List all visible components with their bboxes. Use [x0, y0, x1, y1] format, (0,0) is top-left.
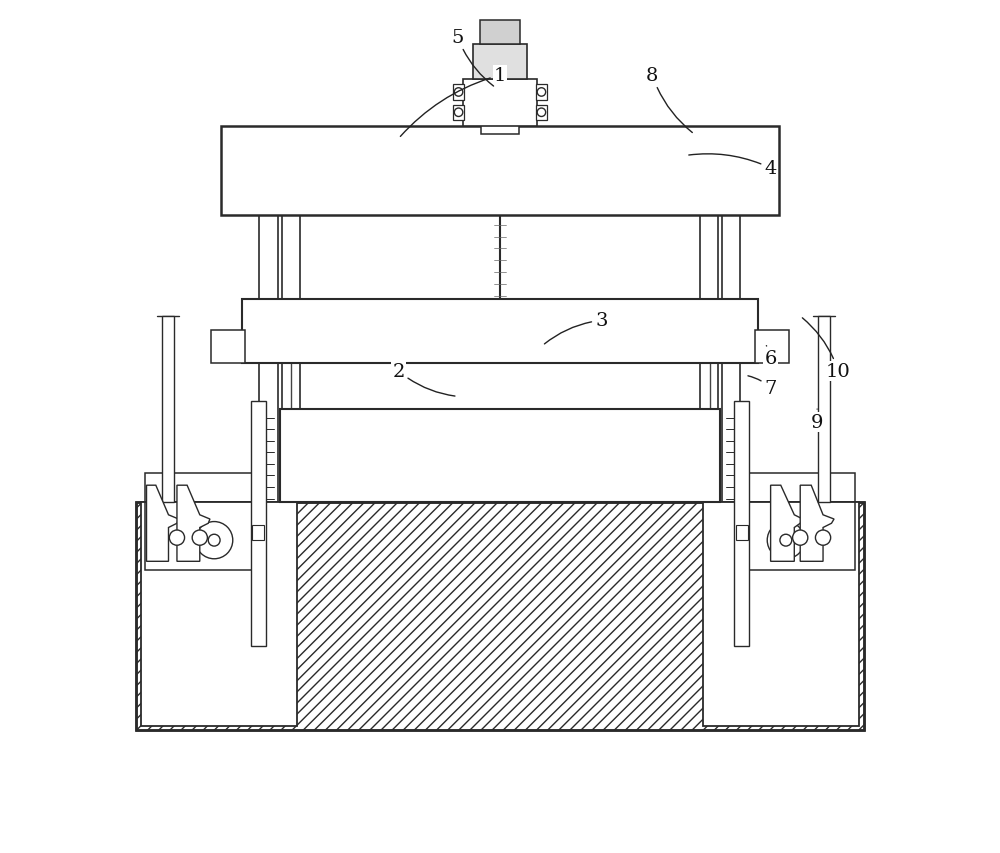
Bar [145, 473, 255, 570]
Bar [755, 331, 789, 363]
Bar [282, 182, 300, 502]
Bar [481, 112, 519, 135]
Text: 10: 10 [802, 318, 851, 380]
Bar [480, 21, 520, 44]
Bar [700, 182, 718, 502]
Polygon shape [177, 485, 210, 561]
Circle shape [537, 89, 546, 97]
Bar [736, 525, 748, 541]
Circle shape [196, 522, 233, 559]
Bar [221, 126, 779, 215]
Text: 9: 9 [811, 409, 823, 432]
Bar [136, 502, 864, 730]
Text: 7: 7 [748, 376, 777, 397]
Circle shape [793, 531, 808, 546]
Bar [703, 502, 859, 727]
Bar [252, 525, 264, 541]
Bar [818, 316, 830, 502]
Bar [453, 106, 464, 121]
Bar [251, 401, 266, 646]
Text: 4: 4 [689, 154, 777, 178]
Bar [280, 409, 720, 502]
Text: 3: 3 [544, 312, 608, 345]
Bar [536, 106, 547, 121]
Circle shape [208, 535, 220, 547]
Circle shape [780, 535, 792, 547]
Polygon shape [800, 485, 834, 561]
Circle shape [454, 89, 463, 97]
Bar [536, 85, 547, 101]
Circle shape [454, 109, 463, 118]
Text: 1: 1 [400, 67, 506, 137]
Bar [141, 502, 297, 727]
Circle shape [169, 531, 185, 546]
Bar [745, 473, 855, 570]
Text: 8: 8 [646, 67, 692, 133]
Text: 2: 2 [392, 363, 455, 397]
Bar [453, 85, 464, 101]
Circle shape [192, 531, 207, 546]
Circle shape [537, 109, 546, 118]
Bar [211, 331, 245, 363]
Polygon shape [771, 485, 803, 561]
Bar [734, 401, 749, 646]
Bar [473, 44, 527, 80]
Circle shape [767, 522, 804, 559]
Bar [162, 316, 174, 502]
Text: 5: 5 [452, 29, 494, 87]
Text: 6: 6 [764, 346, 777, 368]
Polygon shape [147, 485, 179, 561]
Bar [136, 502, 864, 730]
Bar [463, 80, 537, 126]
Bar [259, 182, 278, 502]
Bar [242, 299, 758, 363]
Bar [722, 182, 740, 502]
Circle shape [815, 531, 831, 546]
